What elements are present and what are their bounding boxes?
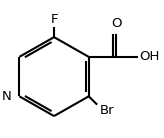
Text: O: O — [111, 17, 122, 30]
Text: N: N — [2, 90, 12, 103]
Text: Br: Br — [100, 104, 114, 117]
Text: OH: OH — [140, 50, 160, 63]
Text: F: F — [50, 14, 58, 26]
